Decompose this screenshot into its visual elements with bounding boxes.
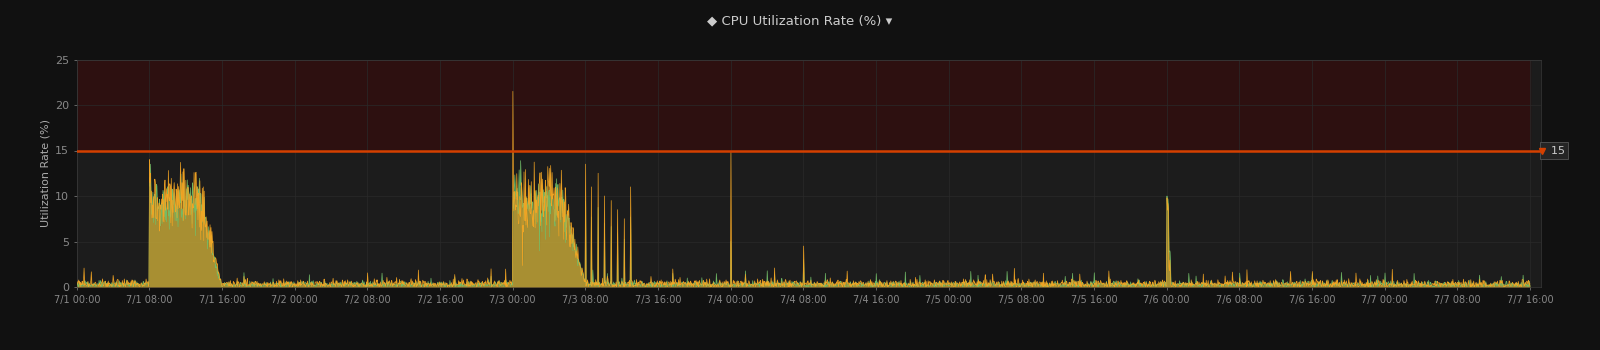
Text: ◆ CPU Utilization Rate (%) ▾: ◆ CPU Utilization Rate (%) ▾ <box>707 14 893 27</box>
Y-axis label: Utilization Rate (%): Utilization Rate (%) <box>42 119 51 227</box>
Text: 15: 15 <box>1544 146 1565 155</box>
